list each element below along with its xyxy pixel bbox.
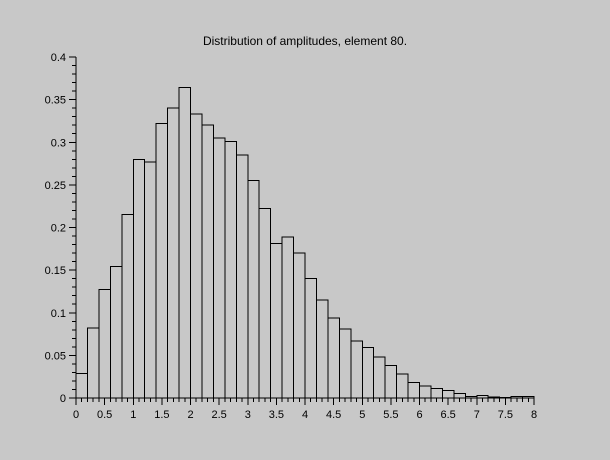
tick-label: 2	[187, 409, 193, 421]
histogram-bar	[453, 393, 466, 399]
histogram-bar	[419, 385, 432, 399]
histogram-bar	[201, 124, 214, 399]
tick-label: 0	[60, 393, 66, 405]
chart-title: Distribution of amplitudes, element 80.	[202, 34, 408, 48]
histogram-bar	[430, 388, 443, 399]
tick-label: 8	[531, 409, 537, 421]
tick-label: 0.2	[51, 223, 66, 235]
histogram-bar	[224, 140, 237, 399]
tick-label: 5	[359, 409, 365, 421]
tick-label: 3	[245, 409, 251, 421]
tick-label: 5.5	[383, 409, 398, 421]
tick-label: 1	[130, 409, 136, 421]
histogram-bar	[167, 107, 180, 399]
tick-label: 0.35	[45, 95, 66, 107]
histogram-bar	[121, 214, 134, 399]
histogram-bar	[98, 289, 111, 399]
tick-label: 6.5	[440, 409, 455, 421]
tick-label: 0.25	[45, 180, 66, 192]
histogram-bar	[293, 252, 306, 399]
histogram-bar	[144, 161, 157, 399]
tick-label: 1.5	[154, 409, 169, 421]
histogram-bar	[212, 137, 226, 399]
histogram-bar	[315, 299, 329, 399]
histogram-bar	[190, 113, 203, 399]
tick-label: 0.3	[51, 137, 66, 149]
histogram-bar	[132, 158, 146, 399]
tick-label: 3.5	[269, 409, 284, 421]
histogram-bar	[155, 122, 169, 399]
histogram-bar	[304, 278, 317, 399]
histogram-bar	[384, 365, 398, 399]
histogram-bar	[75, 372, 88, 399]
histogram-bar	[396, 373, 409, 399]
histogram-bar	[109, 266, 123, 399]
histogram-bar	[247, 180, 260, 399]
histogram-bar	[258, 208, 272, 399]
histogram-bar	[178, 87, 192, 399]
tick-label: 0	[73, 409, 79, 421]
histogram-bar	[281, 236, 295, 399]
histogram-bar	[86, 327, 100, 399]
tick-label: 0.4	[51, 52, 66, 64]
tick-label: 4.5	[326, 409, 341, 421]
tick-label: 7.5	[498, 409, 513, 421]
tick-label: 0.15	[45, 265, 66, 277]
histogram-bar	[407, 382, 420, 399]
tick-label: 2.5	[211, 409, 226, 421]
histogram-bar	[373, 356, 386, 399]
tick-label: 4	[302, 409, 308, 421]
histogram-bar	[270, 243, 283, 399]
tick-label: 6	[416, 409, 422, 421]
histogram-bar	[235, 154, 249, 399]
histogram-bar	[441, 389, 455, 399]
tick-label: 0.5	[97, 409, 112, 421]
histogram-bar	[350, 340, 363, 399]
histogram-bar	[361, 347, 375, 399]
tick-label: 0.05	[45, 350, 66, 362]
tick-label: 0.1	[51, 308, 66, 320]
tick-label: 7	[474, 409, 480, 421]
histogram-bar	[338, 328, 352, 399]
histogram-bar	[327, 317, 340, 399]
